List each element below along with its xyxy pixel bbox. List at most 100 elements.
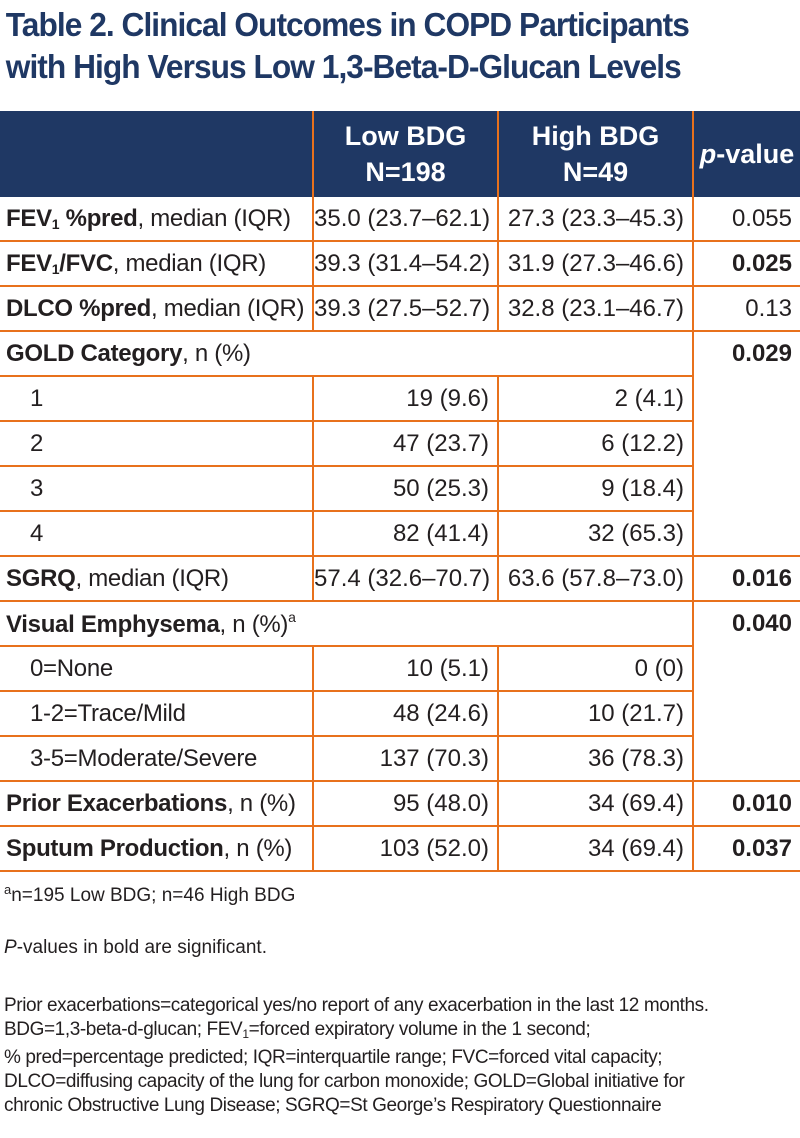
cell-high: 27.3 (23.3–45.3) <box>497 197 693 242</box>
row-label: GOLD Category, n (%) <box>0 331 693 377</box>
label-rest: , median (IQR) <box>137 204 291 232</box>
row-label: 2 <box>0 421 313 467</box>
cell-low: 19 (9.6) <box>312 376 498 422</box>
cell-low: 39.3 (31.4–54.2) <box>312 241 498 287</box>
table-row-gold-1: 1 19 (9.6) 2 (4.1) <box>0 376 800 422</box>
cell-low: 95 (48.0) <box>312 781 498 827</box>
row-label: 1 <box>0 376 313 422</box>
cell-pvalue: 0.037 <box>692 826 800 872</box>
row-label: 4 <box>0 511 313 557</box>
cell-low: 39.3 (27.5–52.7) <box>312 286 498 332</box>
table-row-gold-3: 3 50 (25.3) 9 (18.4) <box>0 466 800 512</box>
table-row-prior-exacerbations: Prior Exacerbations, n (%) 95 (48.0) 34 … <box>0 781 800 827</box>
label-bold: DLCO %pred <box>6 294 152 322</box>
label-rest: , n (%) <box>223 834 293 862</box>
table-row-gold-header: GOLD Category, n (%) 0.029 <box>0 331 800 377</box>
footnote-p-italic: P <box>4 937 17 958</box>
header-pvalue: p-value <box>692 111 800 197</box>
cell-empty <box>692 736 800 782</box>
table-title: Table 2. Clinical Outcomes in COPD Parti… <box>0 0 768 88</box>
header-pvalue-rest: -value <box>716 139 795 169</box>
header-high-bdg: High BDG N=49 <box>497 111 693 197</box>
row-label: Prior Exacerbations, n (%) <box>0 781 313 827</box>
table-row-dlco: DLCO %pred, median (IQR) 39.3 (27.5–52.7… <box>0 286 800 332</box>
cell-low: 48 (24.6) <box>312 691 498 737</box>
cell-pvalue: 0.040 <box>692 601 800 646</box>
header-low-bdg: Low BDG N=198 <box>312 111 498 197</box>
cell-high: 34 (69.4) <box>497 781 693 827</box>
cell-empty <box>692 376 800 421</box>
row-label: Visual Emphysema, n (%)a <box>0 601 693 647</box>
cell-empty <box>692 466 800 511</box>
label-sub: 1 <box>51 260 60 277</box>
cell-low: 57.4 (32.6–70.7) <box>312 556 498 602</box>
cell-empty <box>692 691 800 736</box>
label-sub: 1 <box>51 215 60 232</box>
label-bold: FEV <box>6 249 52 277</box>
cell-low: 47 (23.7) <box>312 421 498 467</box>
row-label: SGRQ, median (IQR) <box>0 556 313 602</box>
table-row-gold-2: 2 47 (23.7) 6 (12.2) <box>0 421 800 467</box>
cell-pvalue: 0.010 <box>692 781 800 827</box>
abbr-line-4: DLCO=diffusing capacity of the lung for … <box>4 1071 685 1092</box>
abbr-line-1: Prior exacerbations=categorical yes/no r… <box>4 995 709 1016</box>
outcomes-table: Low BDG N=198 High BDG N=49 p-value FEV1… <box>0 111 800 872</box>
label-rest: , n (%) <box>227 789 296 817</box>
cell-low: 137 (70.3) <box>312 736 498 782</box>
label-rest: , median (IQR) <box>112 249 266 277</box>
footnote-p-text: -values in bold are significant. <box>16 937 267 958</box>
label-bold: Sputum Production <box>6 834 224 862</box>
row-label: 3 <box>0 466 313 512</box>
label-bold: GOLD Category <box>6 339 183 367</box>
label-rest: , n (%) <box>182 339 251 367</box>
label-bold: SGRQ <box>6 564 76 592</box>
label-rest: , n (%) <box>219 610 289 638</box>
cell-pvalue: 0.016 <box>692 556 800 602</box>
cell-empty <box>692 421 800 466</box>
footnote-abbreviations: Prior exacerbations=categorical yes/no r… <box>4 994 709 1118</box>
cell-pvalue: 0.055 <box>692 197 800 242</box>
cell-high: 32.8 (23.1–46.7) <box>497 286 693 332</box>
table-row-emphysema-header: Visual Emphysema, n (%)a 0.040 <box>0 601 800 647</box>
label-rest: , median (IQR) <box>151 294 305 322</box>
table-row-gold-4: 4 82 (41.4) 32 (65.3) <box>0 511 800 557</box>
label-sup: a <box>288 608 296 625</box>
cell-low: 50 (25.3) <box>312 466 498 512</box>
table-row-fev1-fvc: FEV1/FVC, median (IQR) 39.3 (31.4–54.2) … <box>0 241 800 287</box>
table-row-sputum: Sputum Production, n (%) 103 (52.0) 34 (… <box>0 826 800 872</box>
cell-empty <box>692 511 800 557</box>
cell-high: 2 (4.1) <box>497 376 693 422</box>
cell-pvalue: 0.029 <box>692 331 800 376</box>
footnote-a: an=195 Low BDG; n=46 High BDG <box>4 878 295 908</box>
cell-high: 10 (21.7) <box>497 691 693 737</box>
cell-empty <box>692 646 800 691</box>
header-high-n: N=49 <box>562 157 629 187</box>
cell-high: 63.6 (57.8–73.0) <box>497 556 693 602</box>
abbr-line-2b: =forced expiratory volume in the 1 secon… <box>248 1019 591 1040</box>
cell-high: 31.9 (27.3–46.6) <box>497 241 693 287</box>
label-bold-b: %pred <box>59 204 138 232</box>
header-row: Low BDG N=198 High BDG N=49 p-value <box>0 111 800 197</box>
cell-high: 0 (0) <box>497 646 693 692</box>
abbr-line-2a: BDG=1,3-beta-d-glucan; FEV <box>4 1019 243 1040</box>
cell-low: 82 (41.4) <box>312 511 498 557</box>
cell-high: 9 (18.4) <box>497 466 693 512</box>
label-rest: , median (IQR) <box>75 564 229 592</box>
cell-high: 34 (69.4) <box>497 826 693 872</box>
cell-low: 103 (52.0) <box>312 826 498 872</box>
row-label: FEV1 %pred, median (IQR) <box>0 197 313 242</box>
label-bold: FEV <box>6 204 52 232</box>
row-label: FEV1/FVC, median (IQR) <box>0 241 313 287</box>
label-bold: Prior Exacerbations <box>6 789 228 817</box>
table-row-emphysema-0: 0=None 10 (5.1) 0 (0) <box>0 646 800 692</box>
footnote-pvalues: P-values in bold are significant. <box>4 936 267 960</box>
header-low-label: Low BDG <box>344 121 467 151</box>
table-row-sgrq: SGRQ, median (IQR) 57.4 (32.6–70.7) 63.6… <box>0 556 800 602</box>
abbr-line-2-sub: 1 <box>242 1027 249 1041</box>
table-row-emphysema-1: 1-2=Trace/Mild 48 (24.6) 10 (21.7) <box>0 691 800 737</box>
header-blank <box>0 111 313 197</box>
cell-low: 10 (5.1) <box>312 646 498 692</box>
row-label: 3-5=Moderate/Severe <box>0 736 313 782</box>
row-label: DLCO %pred, median (IQR) <box>0 286 313 332</box>
label-bold-b: /FVC <box>59 249 113 277</box>
